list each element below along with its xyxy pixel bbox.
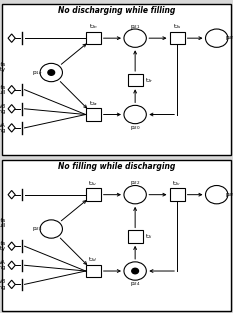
Text: t$_{2v}$: t$_{2v}$	[172, 179, 182, 188]
Text: VB
opening: VB opening	[0, 104, 6, 114]
Text: t$_{2n}$: t$_{2n}$	[89, 22, 98, 31]
Text: t$_{2i}$: t$_{2i}$	[145, 232, 153, 241]
Circle shape	[124, 29, 146, 47]
Bar	[128, 230, 143, 243]
Circle shape	[206, 186, 228, 204]
Text: p$_{25}$: p$_{25}$	[225, 191, 233, 199]
Polygon shape	[8, 34, 15, 42]
Text: t$_{2r}$: t$_{2r}$	[145, 76, 154, 85]
Text: p$_{23}$: p$_{23}$	[32, 225, 43, 233]
Circle shape	[48, 70, 55, 75]
Text: p$_{1e}$: p$_{1e}$	[32, 69, 43, 76]
Circle shape	[124, 105, 146, 124]
Text: t$_{2s}$: t$_{2s}$	[173, 22, 182, 31]
Text: t$_{2u}$: t$_{2u}$	[89, 179, 98, 188]
Bar	[170, 32, 185, 44]
Bar	[86, 32, 101, 44]
Bar	[86, 265, 101, 277]
Text: VA
opening: VA opening	[0, 123, 6, 133]
Text: p$_{22}$: p$_{22}$	[130, 179, 140, 187]
Polygon shape	[8, 280, 15, 289]
Text: T gets
empty: T gets empty	[0, 62, 6, 72]
Circle shape	[40, 220, 62, 238]
Text: p$_{29}$: p$_{29}$	[225, 34, 233, 42]
Text: p$_{24}$: p$_{24}$	[130, 280, 140, 288]
Circle shape	[132, 268, 138, 274]
Text: t$_{2a}$: t$_{2a}$	[89, 99, 98, 107]
Circle shape	[206, 29, 228, 47]
Text: No discharging while filling: No discharging while filling	[58, 6, 175, 15]
Polygon shape	[8, 124, 15, 132]
Polygon shape	[8, 191, 15, 199]
Text: T gets
empty: T gets empty	[0, 241, 6, 251]
Bar	[170, 188, 185, 201]
Text: T gets
full: T gets full	[0, 85, 6, 95]
Circle shape	[40, 63, 62, 82]
Polygon shape	[8, 261, 15, 269]
Text: No filling while discharging: No filling while discharging	[58, 162, 175, 171]
Bar	[86, 108, 101, 121]
Text: VA
opening: VA opening	[0, 260, 6, 270]
Bar	[86, 188, 101, 201]
Circle shape	[124, 262, 146, 280]
Text: t$_{2d}$: t$_{2d}$	[88, 255, 98, 264]
Text: T gets
full: T gets full	[0, 218, 6, 228]
Polygon shape	[8, 85, 15, 94]
Polygon shape	[8, 105, 15, 113]
Circle shape	[124, 186, 146, 204]
Polygon shape	[8, 242, 15, 250]
Bar	[128, 74, 143, 86]
Text: p$_{21}$: p$_{21}$	[130, 23, 140, 31]
Text: p$_{20}$: p$_{20}$	[130, 124, 140, 132]
Text: VB
opening: VB opening	[0, 279, 6, 290]
